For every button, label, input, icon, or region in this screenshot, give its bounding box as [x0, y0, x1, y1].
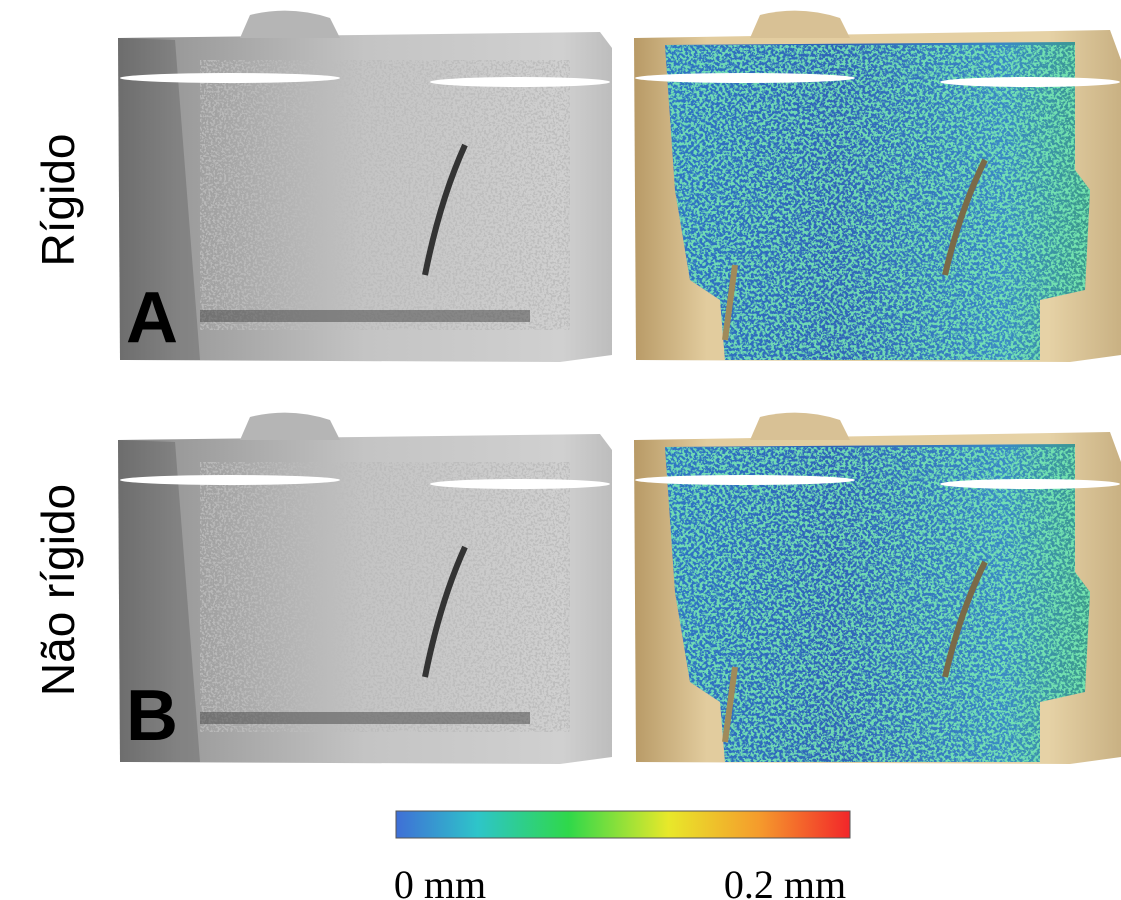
colorbar-gradient	[396, 811, 850, 838]
panel-letter: B	[126, 676, 178, 756]
panel-letter: A	[126, 278, 178, 358]
colorbar: 0 mm 0.2 mm	[394, 811, 850, 900]
colorbar-min-label: 0 mm	[394, 862, 486, 900]
scan-images	[118, 11, 1121, 363]
row-label: Rígido	[32, 134, 84, 267]
colorbar-max-label: 0.2 mm	[724, 862, 846, 900]
row-a: Rígido A	[32, 11, 1121, 363]
page: Figure {"rows": [{"label": "Rígido", "pa…	[0, 0, 1121, 900]
row-label: Não rígido	[32, 484, 84, 696]
figure: Rígido A Não rígido B 0 mm 0.2 mm	[0, 0, 1121, 900]
scan-images	[118, 413, 1121, 765]
body: Rígido A Não rígido B 0 mm 0.2 mm (() =>…	[0, 0, 1121, 900]
row-b: Não rígido B	[32, 413, 1121, 765]
